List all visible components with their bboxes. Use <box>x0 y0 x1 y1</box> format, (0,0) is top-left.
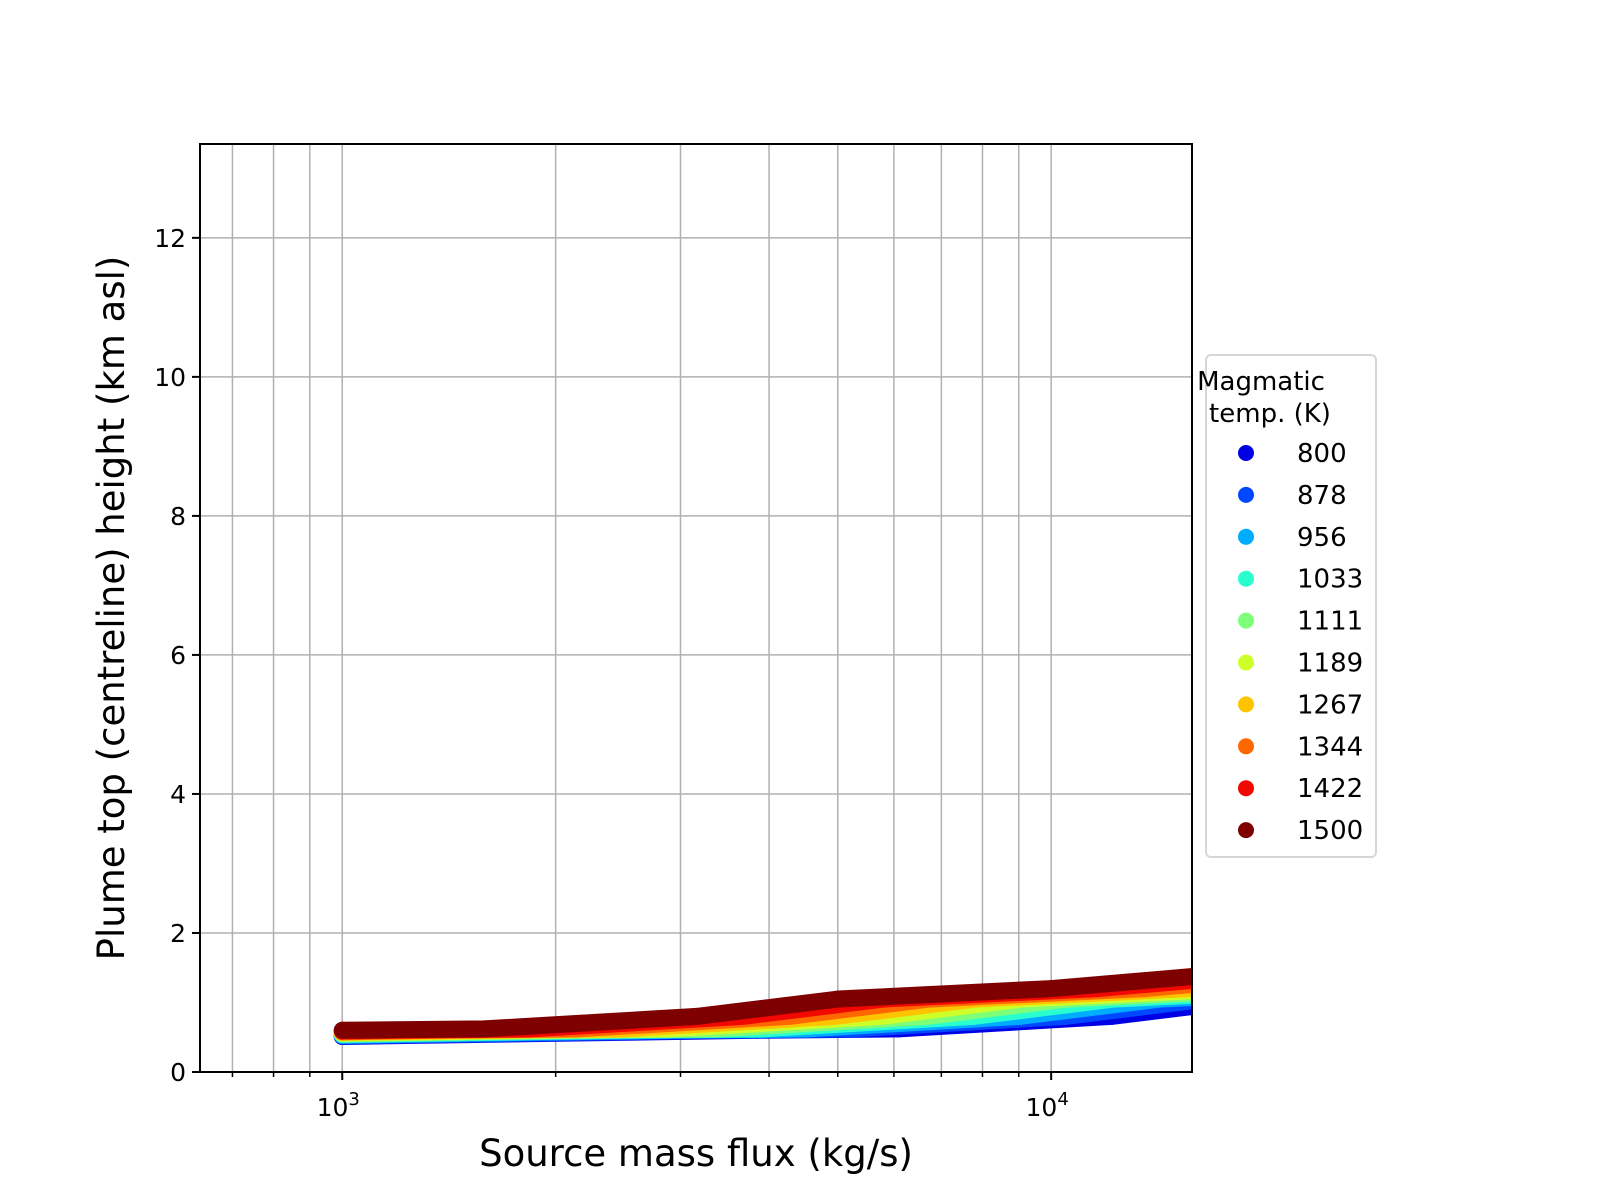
x-tick-labels: 103104105106107 <box>317 1089 1069 1122</box>
legend-marker <box>1238 445 1254 461</box>
y-tick-label: 10 <box>154 363 186 392</box>
data-point <box>475 1020 493 1038</box>
legend-entry: 1033 <box>1238 565 1363 595</box>
y-tick-label: 4 <box>170 780 186 809</box>
ticks <box>192 236 1053 1080</box>
legend-marker <box>1238 486 1254 503</box>
legend-title-line2: temp. (K) <box>1209 399 1331 429</box>
legend-entry: 1422 <box>1238 774 1363 804</box>
legend-box <box>1205 354 1377 858</box>
legend-label: 956 <box>1297 523 1347 553</box>
y-tick-label: 12 <box>154 224 186 253</box>
x-tick-exponent: 3 <box>348 1089 359 1110</box>
y-tick-label: 2 <box>170 919 186 948</box>
legend-marker <box>1238 612 1254 629</box>
series-1500 <box>333 968 1192 1039</box>
legend-marker <box>1238 822 1254 839</box>
legend-label: 878 <box>1297 481 1347 511</box>
x-tick-label: 104 <box>1026 1089 1069 1122</box>
legend-entry: 1344 <box>1238 732 1363 762</box>
legend-label: 1267 <box>1297 690 1363 720</box>
data-point <box>1042 980 1060 998</box>
x-tick-base: 10 <box>317 1093 349 1122</box>
legend-label: 800 <box>1297 439 1347 469</box>
legend-title-line1: Magmatic <box>1197 367 1325 397</box>
legend-entry: 800 <box>1238 439 1347 469</box>
data-point <box>688 1007 706 1025</box>
y-tick-label: 8 <box>170 502 186 531</box>
legend-entry: 956 <box>1238 523 1347 553</box>
y-axis-label: Plume top (centreline) height (km asl) <box>90 256 133 961</box>
legend-label: 1033 <box>1297 565 1363 595</box>
x-axis-label: Source mass flux (kg/s) <box>479 1132 913 1175</box>
legend-label: 1500 <box>1297 816 1363 846</box>
legend-label: 1344 <box>1297 732 1363 762</box>
y-tick-labels: 0 2 4 6 8 10 12 <box>154 224 186 1087</box>
legend-entry: 878 <box>1238 481 1347 511</box>
plot-area <box>200 144 1192 1072</box>
series-band <box>333 968 1192 1039</box>
data-point <box>830 990 847 1008</box>
legend-marker <box>1238 696 1254 713</box>
legend-entries: 800 878 956 1033 1111 1189 1267 1344 1422 1500 <box>1238 439 1363 846</box>
legend-entry: 1500 <box>1238 816 1363 846</box>
legend-marker <box>1238 570 1254 587</box>
data-point <box>333 1021 351 1039</box>
grid <box>200 144 1192 1073</box>
y-tick-label: 6 <box>170 641 186 670</box>
x-tick-label: 103 <box>317 1089 360 1122</box>
legend-marker <box>1238 528 1254 545</box>
legend-marker <box>1238 780 1254 797</box>
x-tick-exponent: 4 <box>1057 1089 1068 1110</box>
legend-label: 1422 <box>1297 774 1363 804</box>
legend-label: 1189 <box>1297 649 1363 679</box>
legend-entry: 1189 <box>1238 649 1363 679</box>
legend: Magmatic temp. (K) 800 878 956 1033 1111 1189… <box>1197 354 1377 858</box>
x-tick-base: 10 <box>1026 1093 1058 1122</box>
legend-entry: 1111 <box>1238 607 1363 637</box>
series-layer <box>333 968 1192 1045</box>
legend-marker <box>1238 654 1254 671</box>
axes-frame <box>199 143 1193 1073</box>
legend-label: 1111 <box>1297 607 1363 637</box>
y-tick-label: 0 <box>170 1058 186 1087</box>
legend-marker <box>1238 738 1254 755</box>
legend-entry: 1267 <box>1238 690 1363 720</box>
